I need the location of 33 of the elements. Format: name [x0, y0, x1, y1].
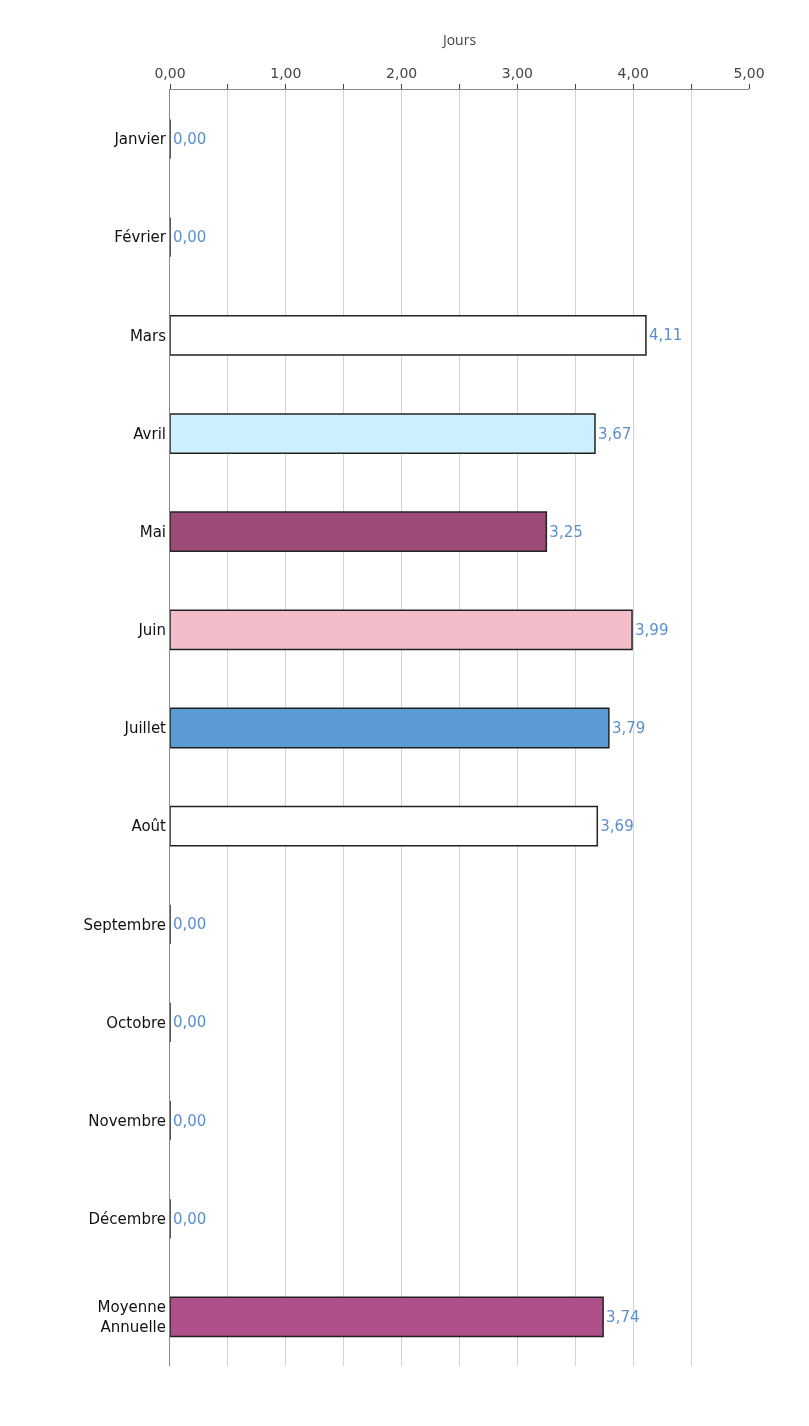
data-label: 3,99	[635, 620, 669, 639]
data-label: 3,25	[549, 522, 583, 541]
data-label: 3,69	[600, 817, 634, 836]
data-label: 0,00	[173, 1209, 207, 1228]
y-tick-label: Mars	[129, 326, 167, 345]
y-tick-label: Septembre	[83, 915, 166, 934]
x-tick-label: 2,00	[386, 65, 418, 82]
data-label: 4,11	[648, 326, 683, 345]
x-tick-label: 4,00	[617, 65, 649, 82]
data-label: 0,00	[173, 915, 207, 934]
y-tick-label: Août	[131, 817, 167, 836]
data-label: 3,67	[597, 424, 632, 443]
data-label: 0,00	[173, 1013, 207, 1032]
x-tick-label: 3,00	[501, 65, 533, 82]
data-label: 3,79	[611, 719, 646, 737]
y-tick-label: Avril	[133, 424, 166, 443]
data-label: 0,00	[173, 228, 207, 247]
y-tick-label: Octobre	[106, 1013, 166, 1032]
y-tick-label: Mai	[139, 522, 166, 541]
x-axis-title: Jours	[440, 30, 477, 49]
y-tick-label: Janvier	[113, 130, 167, 149]
x-tick-label: 0,00	[154, 65, 186, 82]
y-tick-label: Juillet	[123, 719, 167, 738]
x-tick-label: 1,00	[270, 65, 302, 82]
y-tick-label: Juin	[137, 621, 166, 640]
x-tick-label: 5,00	[733, 65, 765, 82]
data-label: 0,00	[173, 1111, 207, 1130]
data-label: 3,74	[606, 1307, 640, 1326]
y-tick-label: Décembre	[88, 1210, 166, 1229]
y-tick-label: Novembre	[88, 1111, 166, 1130]
y-tick-label: Moyenne Annuelle	[97, 1298, 166, 1336]
data-label: 0,00	[173, 130, 207, 149]
y-tick-label: Février	[114, 228, 167, 247]
